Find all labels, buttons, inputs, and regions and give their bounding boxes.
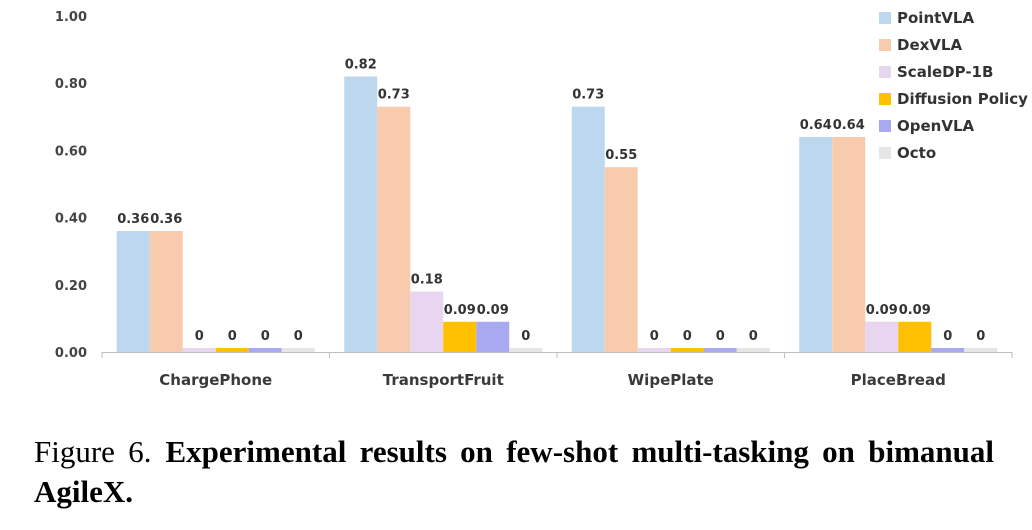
data-label: 0 [976, 329, 985, 344]
data-label: 0.09 [444, 303, 476, 318]
data-label: 0.64 [833, 118, 865, 133]
bar-octo-wipeplate [736, 348, 770, 352]
legend-item: OpenVLA [879, 117, 975, 135]
data-label: 0 [521, 329, 530, 344]
legend-label: PointVLA [897, 9, 974, 27]
data-label: 0.09 [866, 303, 898, 318]
bar-openvla-wipeplate [703, 348, 737, 352]
bar-dexvla-transportfruit [377, 106, 411, 352]
bar-diffusion-policy-transportfruit [443, 321, 477, 352]
legend-label: DexVLA [897, 36, 962, 54]
bar-dexvla-placebread [832, 136, 866, 352]
caption-text: Experimental results on few-shot multi-t… [34, 434, 994, 509]
caption-label: Figure 6. [34, 434, 152, 469]
bar-pointvla-placebread [799, 136, 833, 352]
legend-label: OpenVLA [897, 117, 975, 135]
y-tick-label: 1.00 [55, 10, 87, 25]
bars [116, 76, 998, 352]
data-label: 0 [716, 329, 725, 344]
bar-openvla-transportfruit [476, 321, 510, 352]
bar-diffusion-policy-wipeplate [670, 348, 704, 352]
figure-caption: Figure 6. Experimental results on few-sho… [34, 432, 994, 512]
data-label: 0.09 [899, 303, 931, 318]
data-label: 0.55 [605, 148, 637, 163]
x-category-label: ChargePhone [159, 371, 272, 389]
legend-label: Octo [897, 144, 936, 162]
bar-pointvla-transportfruit [344, 76, 378, 352]
legend-swatch [879, 93, 891, 105]
y-tick-label: 0.80 [55, 77, 87, 92]
legend-item: ScaleDP-1B [879, 63, 993, 81]
legend-label: ScaleDP-1B [897, 63, 993, 81]
data-label: 0.64 [800, 118, 832, 133]
data-label: 0 [228, 329, 237, 344]
legend: PointVLA DexVLA ScaleDP-1B Diffusion Policy… [879, 9, 1028, 162]
data-label: 0 [943, 329, 952, 344]
legend-item: Octo [879, 144, 936, 162]
bar-scaledp-1b-chargephone [182, 348, 216, 352]
data-label: 0 [749, 329, 758, 344]
bar-dexvla-chargephone [149, 231, 183, 352]
data-label: 0 [294, 329, 303, 344]
data-label: 0 [261, 329, 270, 344]
x-category-label: PlaceBread [851, 371, 946, 389]
x-axis-ticks: ChargePhone TransportFruit WipePlate PlaceB… [101, 352, 1013, 389]
bar-pointvla-wipeplate [571, 106, 605, 352]
data-label: 0.82 [345, 57, 377, 72]
data-label: 0.73 [572, 88, 604, 103]
legend-swatch [879, 66, 891, 78]
legend-swatch [879, 120, 891, 132]
data-label: 0 [683, 329, 692, 344]
legend-swatch [879, 39, 891, 51]
data-label: 0 [650, 329, 659, 344]
legend-item: PointVLA [879, 9, 974, 27]
bar-scaledp-1b-wipeplate [637, 348, 671, 352]
data-label: 0.18 [411, 273, 443, 288]
bar-scaledp-1b-transportfruit [410, 291, 444, 352]
bar-pointvla-chargephone [116, 231, 150, 352]
x-category-label: WipePlate [628, 371, 714, 389]
bar-octo-transportfruit [509, 348, 543, 352]
y-axis-ticks: 0.00 0.20 0.40 0.60 0.80 1.00 [55, 10, 87, 361]
y-tick-label: 0.40 [55, 212, 87, 227]
y-tick-label: 0.00 [55, 346, 87, 361]
data-label: 0.73 [378, 88, 410, 103]
legend-item: DexVLA [879, 36, 962, 54]
bar-chart: 0.00 0.20 0.40 0.60 0.80 1.00 0.36 0.36 0 0 0 0 0.8… [55, 9, 1028, 389]
bar-scaledp-1b-placebread [865, 321, 899, 352]
bar-diffusion-policy-chargephone [215, 348, 249, 352]
data-label: 0.36 [150, 212, 182, 227]
data-label: 0 [195, 329, 204, 344]
data-label: 0.36 [117, 212, 149, 227]
legend-swatch [879, 147, 891, 159]
bar-diffusion-policy-placebread [898, 321, 932, 352]
x-category-label: TransportFruit [383, 371, 504, 389]
bar-openvla-placebread [931, 348, 965, 352]
legend-item: Diffusion Policy [879, 90, 1028, 108]
y-tick-label: 0.60 [55, 144, 87, 159]
data-label: 0.09 [477, 303, 509, 318]
y-tick-label: 0.20 [55, 279, 87, 294]
bar-octo-placebread [964, 348, 998, 352]
bar-openvla-chargephone [248, 348, 282, 352]
bar-octo-chargephone [281, 348, 315, 352]
legend-swatch [879, 12, 891, 24]
bar-dexvla-wipeplate [604, 167, 638, 352]
legend-label: Diffusion Policy [897, 90, 1028, 108]
data-labels: 0.36 0.360 0 0 00.820.730.180.09 0.0900.730.5… [117, 57, 985, 344]
